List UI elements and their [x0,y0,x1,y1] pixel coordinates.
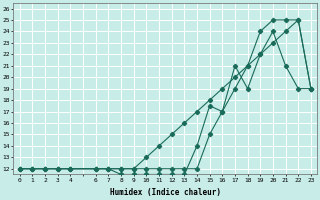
X-axis label: Humidex (Indice chaleur): Humidex (Indice chaleur) [110,188,221,197]
